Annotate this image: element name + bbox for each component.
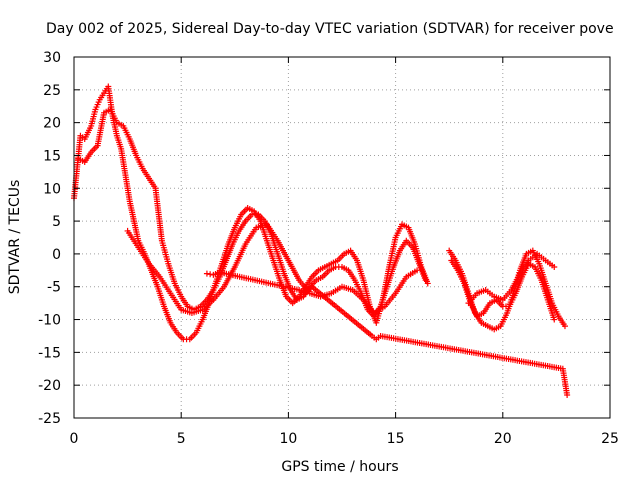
- y-tick-label: 5: [52, 214, 61, 230]
- data-point: [551, 264, 558, 271]
- y-axis-label: SDTVAR / TECUs: [7, 180, 23, 295]
- x-axis-label: GPS time / hours: [281, 459, 398, 475]
- x-tick-label: 5: [177, 431, 186, 447]
- y-tick-label: 0: [52, 247, 61, 263]
- data-point: [414, 267, 421, 274]
- data-points: [71, 83, 571, 399]
- data-point: [551, 316, 558, 323]
- y-tick-label: 30: [43, 50, 61, 66]
- y-tick-label: 20: [43, 116, 61, 132]
- y-tick-label: -15: [38, 345, 61, 361]
- data-point: [564, 392, 571, 399]
- y-tick-label: 15: [43, 148, 61, 164]
- axis-ticks: 0 5 10 15 20 25 -25 -20 -15 -10 -5 0 5 10 15 20 25 30: [38, 50, 619, 447]
- data-point: [561, 323, 568, 330]
- x-tick-label: 25: [601, 431, 619, 447]
- x-tick-label: 0: [70, 431, 79, 447]
- y-tick-label: -10: [38, 313, 61, 329]
- x-tick-label: 15: [387, 431, 405, 447]
- chart-title: Day 002 of 2025, Sidereal Day-to-day VTE…: [46, 21, 614, 37]
- y-tick-label: 10: [43, 181, 61, 197]
- y-tick-label: -20: [38, 378, 61, 394]
- data-point: [203, 270, 210, 277]
- data-point: [422, 277, 429, 284]
- data-point: [424, 280, 431, 287]
- plot-frame: [73, 56, 611, 419]
- y-tick-label: -25: [38, 411, 61, 427]
- x-tick-label: 20: [494, 431, 512, 447]
- y-tick-label: -5: [47, 280, 61, 296]
- x-tick-label: 10: [279, 431, 297, 447]
- y-tick-label: 25: [43, 83, 61, 99]
- data-point-fill: [207, 271, 214, 278]
